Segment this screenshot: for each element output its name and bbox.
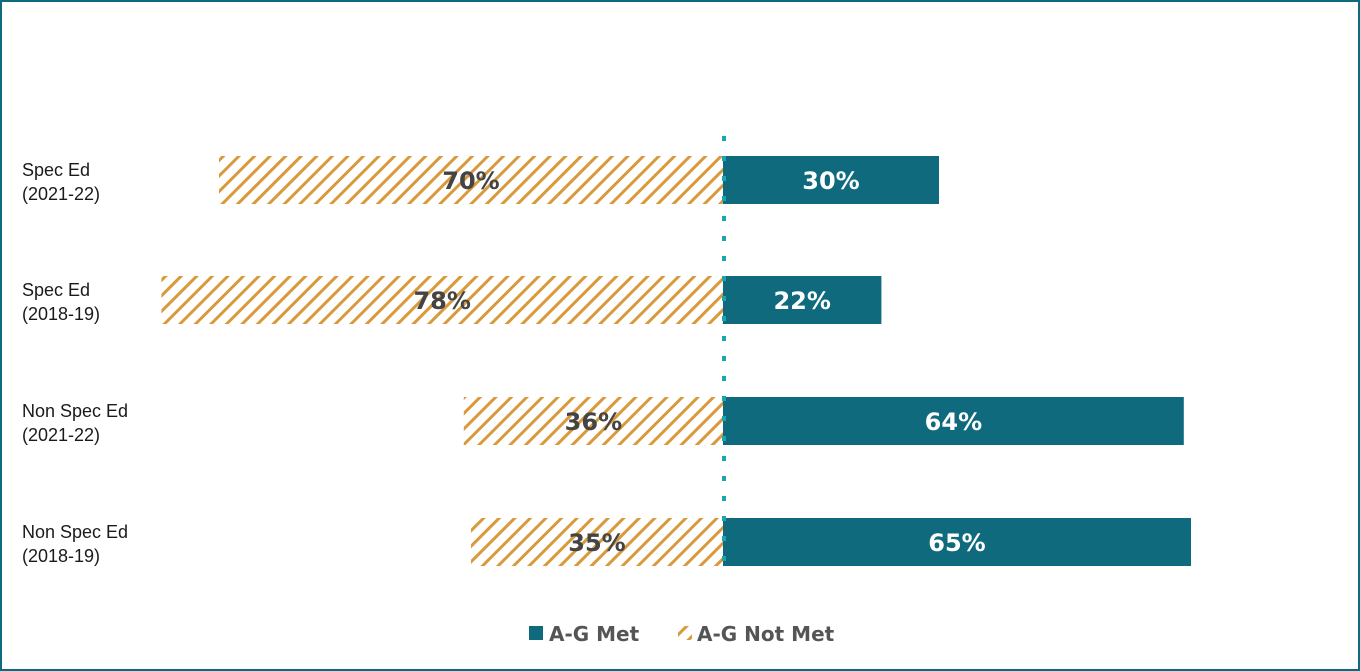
legend: A-G Met A-G Not Met [529,622,835,646]
bar-met-0 [723,156,939,204]
legend-label-met: A-G Met [549,622,640,646]
bar-not-met-3 [471,518,723,566]
category-label-1: Spec Ed (2018-19) [22,280,100,324]
value-label-not-met-0: 70% [442,167,499,195]
bar-met-1 [723,276,882,324]
bar-met-3 [723,518,1191,566]
bar-not-met-2 [463,397,723,445]
category-label-0: Spec Ed (2021-22) [22,160,100,204]
legend-swatch-met [529,626,543,640]
bar-met-2 [723,397,1184,445]
bar-not-met-0 [219,156,723,204]
value-label-not-met-3: 35% [568,529,625,557]
category-label-3: Non Spec Ed (2018-19) [22,522,128,566]
value-label-met-3: 65% [928,529,985,557]
value-label-met-0: 30% [802,167,859,195]
bars-layer [161,156,1191,566]
legend-label-not-met: A-G Not Met [697,622,835,646]
legend-swatch-not-met [678,626,692,640]
value-label-not-met-2: 36% [565,408,622,436]
value-label-met-1: 22% [773,287,830,315]
category-label-2: Non Spec Ed (2021-22) [22,401,128,445]
labels-layer: 70% 30% Spec Ed (2021-22) 78% 22% Spec Ed (2018… [22,160,986,566]
value-label-met-2: 64% [925,408,982,436]
bar-not-met-1 [161,276,723,324]
value-label-not-met-1: 78% [413,287,470,315]
